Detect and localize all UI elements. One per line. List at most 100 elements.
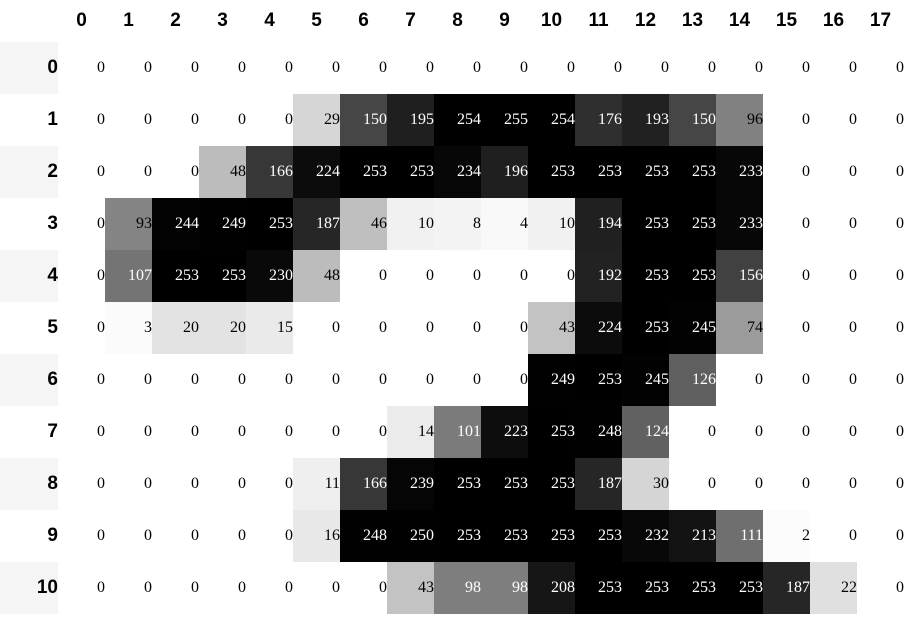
heatmap-cell-r7-c17: 0	[896, 423, 904, 440]
heatmap-cell-r9-c15: 2	[763, 510, 810, 562]
heatmap-cell-r0-c7: 0	[426, 59, 434, 76]
heatmap-cell-r0-c16: 0	[849, 59, 857, 76]
heatmap-cell-r8-c13: 0	[708, 475, 716, 492]
heatmap-cell-r8-c9: 253	[481, 458, 528, 510]
heatmap-cell-r7-c10: 253	[528, 406, 575, 458]
heatmap-cell-r3-c2: 244	[152, 198, 199, 250]
heatmap-cell-r10-c1: 0	[144, 579, 152, 596]
heatmap-cell-r2-c4: 166	[246, 146, 293, 198]
heatmap-cell-r0-c10: 0	[567, 59, 575, 76]
heatmap-cell-r1-c2: 0	[191, 111, 199, 128]
heatmap-cell-r2-c7: 253	[387, 146, 434, 198]
heatmap-cell-r2-c8: 234	[434, 146, 481, 198]
heatmap-cell-r8-c7: 239	[387, 458, 434, 510]
table-row: 1 0 0 0 0 0 29 150 195 254 255 254 176 193 150 96 0 0 0	[0, 94, 904, 146]
heatmap-cell-r3-c11: 194	[575, 198, 622, 250]
heatmap-cell-r5-c15: 0	[802, 319, 810, 336]
heatmap-cell-r5-c6: 0	[379, 319, 387, 336]
table-row: 4 0 107 253 253 230 48 0 0 0 0 0 192 253 253 156 0 0 0	[0, 250, 904, 302]
heatmap-cell-r4-c8: 0	[473, 267, 481, 284]
heatmap-cell-r3-c12: 253	[622, 198, 669, 250]
heatmap-cell-r9-c5: 16	[293, 510, 340, 562]
heatmap-cell-r7-c15: 0	[802, 423, 810, 440]
heatmap-cell-r0-c14: 0	[755, 59, 763, 76]
heatmap-cell-r6-c0: 0	[97, 371, 105, 388]
heatmap-cell-r0-c8: 0	[473, 59, 481, 76]
heatmap-cell-r8-c2: 0	[191, 475, 199, 492]
heatmap-cell-r8-c4: 0	[285, 475, 293, 492]
heatmap-cell-r9-c11: 253	[575, 510, 622, 562]
heatmap-cell-r3-c7: 10	[387, 198, 434, 250]
heatmap-cell-r3-c8: 8	[434, 198, 481, 250]
heatmap-cell-r2-c6: 253	[340, 146, 387, 198]
column-header-5: 5	[293, 0, 340, 42]
heatmap-cell-r10-c7: 43	[387, 562, 434, 614]
heatmap-cell-r10-c5: 0	[332, 579, 340, 596]
heatmap-cell-r10-c10: 208	[528, 562, 575, 614]
heatmap-cell-r5-c11: 224	[575, 302, 622, 354]
heatmap-cell-r3-c14: 233	[716, 198, 763, 250]
heatmap-cell-r1-c12: 193	[622, 94, 669, 146]
heatmap-cell-r3-c3: 249	[199, 198, 246, 250]
heatmap-cell-r9-c1: 0	[144, 527, 152, 544]
heatmap-cell-r10-c4: 0	[285, 579, 293, 596]
heatmap-cell-r4-c6: 0	[379, 267, 387, 284]
heatmap-cell-r1-c1: 0	[144, 111, 152, 128]
column-header-8: 8	[434, 0, 481, 42]
heatmap-cell-r10-c16: 22	[810, 562, 857, 614]
heatmap-cell-r0-c11: 0	[614, 59, 622, 76]
row-header-10: 10	[0, 562, 58, 614]
heatmap-cell-r9-c13: 213	[669, 510, 716, 562]
row-header-5: 5	[0, 302, 58, 354]
heatmap-cell-r7-c14: 0	[755, 423, 763, 440]
heatmap-cell-r0-c2: 0	[191, 59, 199, 76]
heatmap-cell-r7-c0: 0	[97, 423, 105, 440]
heatmap-cell-r5-c14: 74	[716, 302, 763, 354]
heatmap-cell-r2-c5: 224	[293, 146, 340, 198]
column-header-3: 3	[199, 0, 246, 42]
heatmap-cell-r9-c7: 250	[387, 510, 434, 562]
heatmap-cell-r1-c17: 0	[896, 111, 904, 128]
heatmap-cell-r10-c15: 187	[763, 562, 810, 614]
table-row: 7 0 0 0 0 0 0 0 14 101 223 253 248 124 0 0 0 0 0	[0, 406, 904, 458]
column-header-1: 1	[105, 0, 152, 42]
heatmap-cell-r9-c4: 0	[285, 527, 293, 544]
heatmap-cell-r1-c3: 0	[238, 111, 246, 128]
heatmap-cell-r4-c15: 0	[802, 267, 810, 284]
heatmap-cell-r10-c17: 0	[896, 579, 904, 596]
heatmap-cell-r7-c6: 0	[379, 423, 387, 440]
row-header-4: 4	[0, 250, 58, 302]
heatmap-cell-r6-c14: 0	[755, 371, 763, 388]
heatmap-cell-r5-c13: 245	[669, 302, 716, 354]
heatmap-cell-r2-c16: 0	[849, 163, 857, 180]
heatmap-cell-r8-c10: 253	[528, 458, 575, 510]
heatmap-cell-r2-c10: 253	[528, 146, 575, 198]
heatmap-cell-r6-c13: 126	[669, 354, 716, 406]
heatmap-cell-r1-c11: 176	[575, 94, 622, 146]
row-header-9: 9	[0, 510, 58, 562]
heatmap-cell-r4-c1: 107	[105, 250, 152, 302]
heatmap-cell-r1-c7: 195	[387, 94, 434, 146]
heatmap-cell-r5-c7: 0	[426, 319, 434, 336]
row-header-6: 6	[0, 354, 58, 406]
heatmap-cell-r1-c9: 255	[481, 94, 528, 146]
heatmap-cell-r1-c0: 0	[97, 111, 105, 128]
heatmap-cell-r8-c3: 0	[238, 475, 246, 492]
heatmap-cell-r7-c11: 248	[575, 406, 622, 458]
heatmap-cell-r0-c6: 0	[379, 59, 387, 76]
heatmap-cell-r3-c0: 0	[97, 215, 105, 232]
heatmap-cell-r9-c16: 0	[849, 527, 857, 544]
heatmap-cell-r6-c16: 0	[849, 371, 857, 388]
heatmap-cell-r8-c6: 166	[340, 458, 387, 510]
column-header-15: 15	[763, 0, 810, 42]
heatmap-cell-r0-c12: 0	[661, 59, 669, 76]
heatmap-cell-r9-c14: 111	[716, 510, 763, 562]
heatmap-cell-r5-c0: 0	[97, 319, 105, 336]
column-header-6: 6	[340, 0, 387, 42]
heatmap-cell-r4-c11: 192	[575, 250, 622, 302]
heatmap-cell-r8-c16: 0	[849, 475, 857, 492]
heatmap-cell-r8-c1: 0	[144, 475, 152, 492]
heatmap-cell-r2-c3: 48	[199, 146, 246, 198]
column-header-17: 17	[857, 0, 904, 42]
row-header-1: 1	[0, 94, 58, 146]
